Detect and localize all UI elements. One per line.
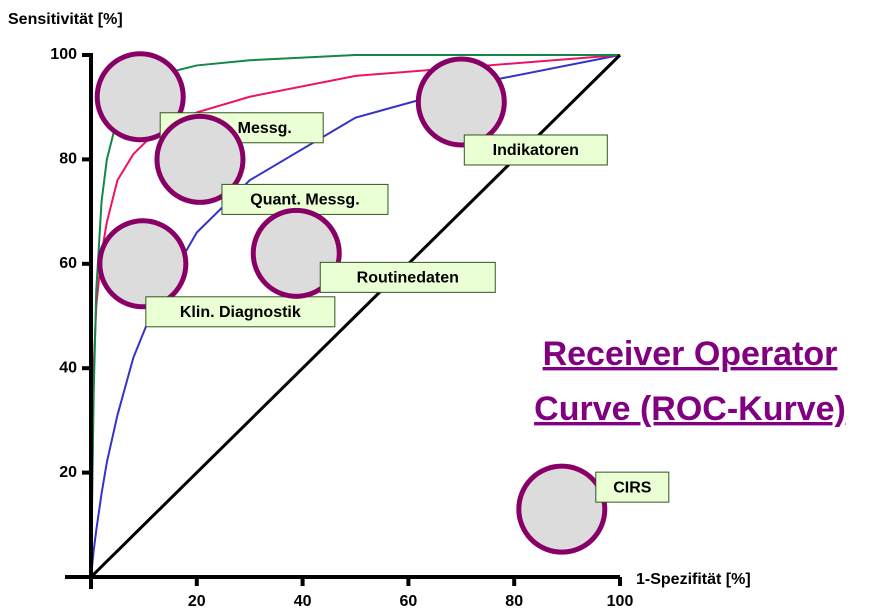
chart-title: Receiver Operator xyxy=(543,335,838,373)
method-label: CIRS xyxy=(613,479,652,496)
roc-curve xyxy=(89,53,622,579)
x-tick-label: 20 xyxy=(188,593,206,610)
method-label: Indikatoren xyxy=(493,142,579,159)
method-circle xyxy=(250,207,342,299)
label-box xyxy=(595,471,670,503)
method-circle xyxy=(415,56,507,148)
x-tick-label: 40 xyxy=(294,593,312,610)
y-tick-label: 60 xyxy=(59,255,77,272)
method-label: Klin. Diagnostik xyxy=(180,304,301,321)
method-circle xyxy=(154,113,246,205)
y-tick-label: 20 xyxy=(59,464,77,481)
label-box xyxy=(319,261,496,293)
x-tick-label: 100 xyxy=(607,593,634,610)
roc-curve xyxy=(90,54,621,578)
method-circle xyxy=(97,218,189,310)
x-tick-label: 60 xyxy=(400,593,418,610)
label-box xyxy=(145,296,336,328)
y-axis-label: Sensitivität [%] xyxy=(8,11,123,28)
x-tick-label: 80 xyxy=(505,593,523,610)
label-box xyxy=(463,134,608,166)
x-axis-label: 1-Spezifität [%] xyxy=(636,571,751,588)
method-label: Quant. Messg. xyxy=(250,192,359,209)
method-label: Routinedaten xyxy=(357,270,459,287)
y-tick-label: 40 xyxy=(59,359,77,376)
method-circle xyxy=(516,463,608,555)
chart-subtitle: Curve (ROC-Kurve) xyxy=(534,390,846,428)
y-tick-label: 80 xyxy=(59,151,77,168)
y-tick-label: 100 xyxy=(50,46,77,63)
